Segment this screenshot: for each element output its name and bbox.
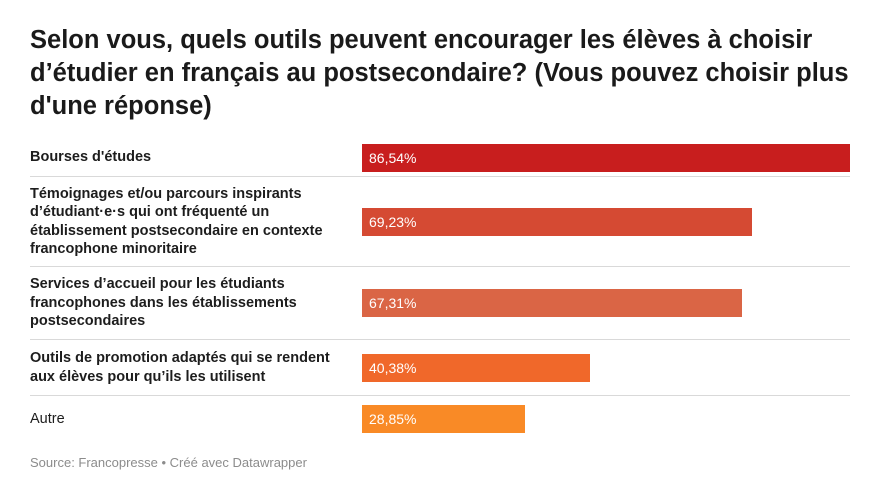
value-label: 40,38%: [369, 359, 417, 376]
category-label-text: Services d’accueil pour les étudiants fr…: [30, 276, 297, 330]
category-label: Témoignages et/ou parcours inspirants d’…: [30, 177, 348, 266]
category-label-text: Outils de promotion adaptés qui se rende…: [30, 350, 330, 385]
bar: 67,31%: [362, 289, 742, 317]
category-label: Autre: [30, 396, 348, 442]
category-label: Bourses d'études: [30, 139, 348, 176]
value-label: 28,85%: [369, 411, 417, 427]
bar: 40,38%: [362, 353, 590, 382]
bar: 86,54%: [362, 143, 850, 172]
category-label: Services d’accueil pour les étudiants fr…: [30, 267, 348, 339]
bar-chart: Bourses d'études 86,54% Témoignages et/o…: [30, 139, 850, 442]
value-label: 67,31%: [369, 295, 417, 311]
chart-row: Services d’accueil pour les étudiants fr…: [30, 267, 850, 340]
chart-title: Selon vous, quels outils peuvent encoura…: [30, 26, 849, 120]
value-label: 86,54%: [369, 149, 417, 166]
chart-row: Outils de promotion adaptés qui se rende…: [30, 340, 850, 396]
bar-track: 40,38%: [362, 340, 850, 395]
bar-track: 67,31%: [362, 267, 850, 339]
category-label-text: Témoignages et/ou parcours inspirants d’…: [30, 185, 323, 258]
bar-track: 69,23%: [362, 177, 850, 266]
chart-row: Autre 28,85%: [30, 396, 850, 442]
bar: 69,23%: [362, 207, 753, 236]
bar-track: 86,54%: [362, 139, 850, 176]
chart-row: Bourses d'études 86,54%: [30, 139, 850, 177]
bar-track: 28,85%: [362, 396, 850, 442]
bar: 28,85%: [362, 405, 525, 433]
category-label: Outils de promotion adaptés qui se rende…: [30, 340, 348, 395]
value-label: 69,23%: [369, 213, 417, 230]
source-footer: Source: Francopresse • Créé avec Datawra…: [30, 455, 307, 470]
category-label-text: Bourses d'études: [30, 149, 152, 166]
chart-row: Témoignages et/ou parcours inspirants d’…: [30, 177, 850, 267]
category-label-text: Autre: [30, 410, 65, 427]
